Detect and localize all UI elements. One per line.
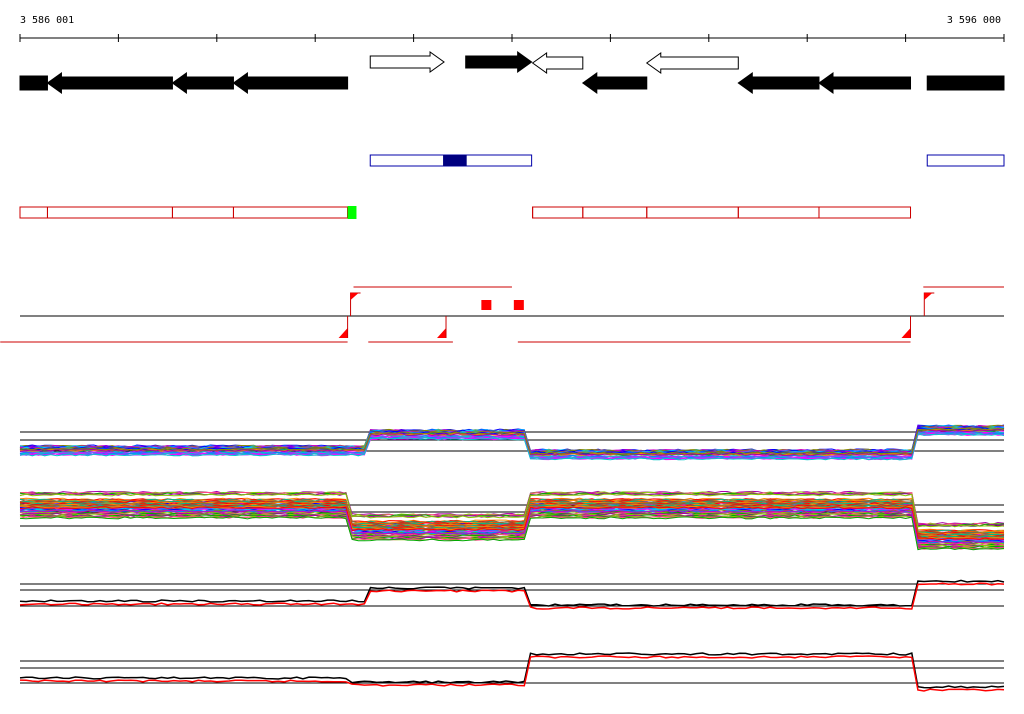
operon-gene-cell <box>582 206 648 219</box>
expression-trace <box>19 429 1005 457</box>
expression-trace <box>19 493 1005 528</box>
expression-trace <box>19 504 1005 538</box>
gene-arrow-lgt <box>737 72 820 94</box>
operon-box <box>19 206 349 219</box>
operon-track <box>19 154 1005 219</box>
gene-arrow-hisG <box>171 72 234 94</box>
gene-arrow-hisB <box>19 75 48 91</box>
gene-arrow-pelC <box>465 51 533 73</box>
gene-arrow-hprK <box>818 72 912 94</box>
promoter-start-flag-tip <box>924 293 933 300</box>
operon-gene-cell <box>171 206 234 219</box>
expression-trace <box>19 506 1005 541</box>
expression-trace <box>19 509 1005 544</box>
expression-trace <box>19 498 1005 533</box>
expression-trace <box>19 501 1005 535</box>
promoter-start-flag-tip <box>350 293 359 300</box>
expression-trace <box>19 427 1005 455</box>
coordinate-start-label: 3 586 001 <box>20 15 74 26</box>
expression-highlight-trace <box>19 652 1005 689</box>
terminator-flag <box>437 328 447 338</box>
operon-gene-cell <box>737 206 820 219</box>
expression-panels <box>19 424 1005 692</box>
gene-arrow-yvoF <box>531 52 584 74</box>
expression-panel-4 <box>19 652 1005 692</box>
operon-gene-cell <box>818 206 912 219</box>
terminator-flag <box>901 328 911 338</box>
expression-panel-3 <box>19 579 1005 610</box>
gene-arrow-nagA <box>926 75 1005 91</box>
shift-marker <box>481 300 492 310</box>
expression-panel-1 <box>19 424 1005 461</box>
coordinate-ruler <box>19 34 1005 42</box>
operon-feature-marker <box>443 155 467 166</box>
expression-highlight-trace <box>19 655 1005 692</box>
operon-gene-cell <box>19 206 48 219</box>
operon-gene-cell <box>532 206 584 219</box>
gene-arrow-ppaX <box>581 72 648 94</box>
gene-arrow-hisD <box>46 72 173 94</box>
operon-gene-cell <box>646 206 739 219</box>
operon-box <box>926 154 1005 167</box>
gene-arrow-yvpB <box>369 51 445 73</box>
coordinate-end-label: 3 596 000 <box>947 15 1001 26</box>
operon-end-marker <box>347 206 357 219</box>
gene-track <box>19 51 1005 94</box>
expression-trace <box>19 516 1005 551</box>
operon-gene-cell <box>46 206 173 219</box>
gene-arrow-yvoD <box>645 52 739 74</box>
terminator-flag <box>338 328 348 338</box>
transcript-track <box>0 286 1004 343</box>
shift-marker <box>513 300 524 310</box>
expression-trace <box>19 513 1005 548</box>
expression-highlight-trace <box>19 579 1005 607</box>
expression-panel-2 <box>19 490 1005 551</box>
operon-gene-cell <box>232 206 349 219</box>
operon-box <box>532 206 912 219</box>
expression-highlight-trace <box>19 582 1005 610</box>
expression-trace <box>19 433 1005 461</box>
gene-arrow-hisZ <box>232 72 349 94</box>
